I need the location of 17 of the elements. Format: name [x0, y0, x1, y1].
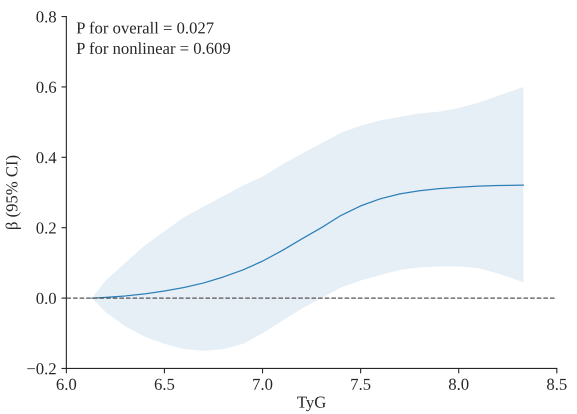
- x-tick-label: 7.0: [253, 378, 272, 390]
- x-tick-label: 6.0: [56, 378, 76, 390]
- y-tick-label: 0.8: [36, 11, 56, 23]
- y-tick-label: 0.4: [36, 152, 56, 164]
- y-axis-title: β (95% CI): [6, 156, 21, 229]
- line-series: [91, 184, 524, 299]
- x-tick-label: 8.5: [547, 378, 567, 390]
- x-tick-label: 7.5: [351, 378, 370, 390]
- x-tick-label: 8.0: [448, 378, 468, 390]
- x-tick-label: 6.5: [154, 378, 174, 390]
- y-tick-label: −0.2: [27, 363, 56, 374]
- y-tick-label: 0.0: [36, 292, 56, 304]
- annotation: P for nonlinear = 0.609: [76, 42, 230, 54]
- x-axis-title: TyG: [297, 396, 326, 412]
- annotation: P for overall = 0.027: [76, 22, 214, 34]
- y-tick-label: 0.6: [36, 82, 56, 93]
- y-tick-label: 0.2: [36, 222, 56, 234]
